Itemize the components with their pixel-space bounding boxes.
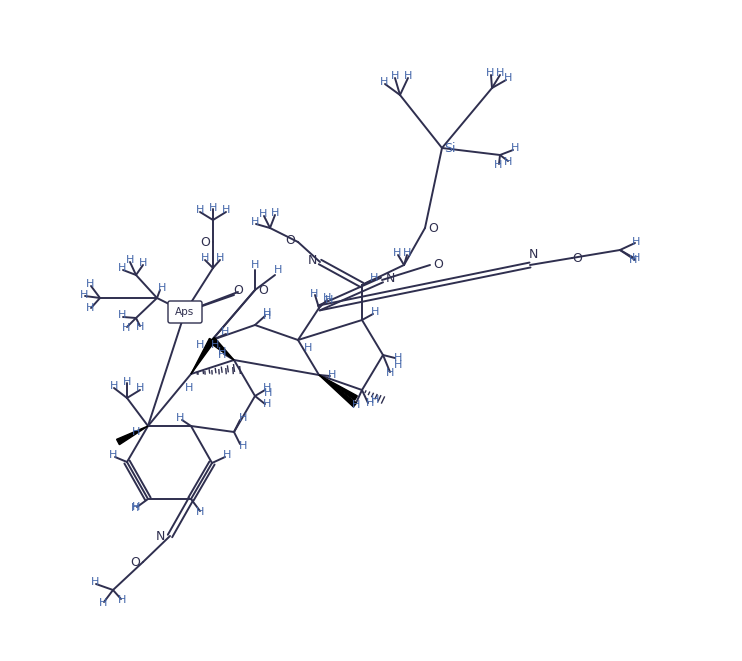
FancyBboxPatch shape <box>168 301 202 323</box>
Polygon shape <box>210 337 234 360</box>
Text: H: H <box>196 205 204 215</box>
Text: Si: Si <box>444 141 456 155</box>
Text: H: H <box>631 253 640 263</box>
Text: H: H <box>310 289 318 299</box>
Text: H: H <box>380 77 388 87</box>
Text: H: H <box>271 208 279 218</box>
Text: H: H <box>196 340 204 350</box>
Text: O: O <box>258 284 268 297</box>
Text: H: H <box>132 427 140 437</box>
Text: H: H <box>196 507 204 517</box>
Text: H: H <box>136 322 144 332</box>
Text: O: O <box>233 284 243 297</box>
Text: H: H <box>110 381 118 391</box>
Text: H: H <box>221 327 229 337</box>
Text: O: O <box>428 221 438 235</box>
Text: H: H <box>371 307 379 317</box>
Text: H: H <box>218 347 226 357</box>
Text: H: H <box>118 595 126 605</box>
Text: H: H <box>394 360 402 370</box>
Text: H: H <box>325 295 333 305</box>
Text: H: H <box>628 255 637 265</box>
Text: H: H <box>126 255 134 265</box>
Text: H: H <box>263 308 271 318</box>
Text: H: H <box>393 248 401 258</box>
Text: H: H <box>122 323 130 333</box>
Text: H: H <box>185 383 193 393</box>
Text: H: H <box>504 73 512 83</box>
Text: H: H <box>80 290 88 300</box>
Polygon shape <box>116 426 148 445</box>
Text: H: H <box>496 68 504 78</box>
Text: H: H <box>109 450 117 460</box>
Text: H: H <box>323 293 331 303</box>
Text: H: H <box>510 143 519 153</box>
Text: H: H <box>366 398 374 408</box>
Text: H: H <box>631 237 640 247</box>
Text: H: H <box>259 209 267 219</box>
Text: O: O <box>130 555 140 568</box>
Text: H: H <box>386 368 394 378</box>
Text: N: N <box>528 249 538 262</box>
Text: H: H <box>118 263 126 273</box>
Text: O: O <box>200 235 210 249</box>
Text: H: H <box>158 283 166 293</box>
Text: H: H <box>86 279 94 289</box>
Text: H: H <box>132 502 140 512</box>
Text: H: H <box>263 311 271 321</box>
Text: H: H <box>504 157 512 167</box>
Text: H: H <box>176 413 184 423</box>
Text: O: O <box>433 258 443 272</box>
Text: H: H <box>264 388 272 398</box>
Text: O: O <box>285 233 295 247</box>
Text: H: H <box>139 258 147 268</box>
Text: H: H <box>216 253 224 263</box>
Text: H: H <box>211 340 219 350</box>
Text: H: H <box>131 503 139 513</box>
Text: H: H <box>86 303 94 313</box>
Text: H: H <box>201 253 209 263</box>
Text: H: H <box>136 383 144 393</box>
Text: N: N <box>385 272 395 284</box>
Text: H: H <box>118 310 126 320</box>
Text: N: N <box>155 529 165 543</box>
Text: N: N <box>307 254 317 266</box>
Text: H: H <box>394 353 402 363</box>
Text: H: H <box>223 450 232 460</box>
Polygon shape <box>319 375 357 407</box>
Text: H: H <box>486 68 494 78</box>
Text: H: H <box>404 71 413 81</box>
Text: H: H <box>209 203 217 213</box>
Text: H: H <box>251 217 259 227</box>
Text: H: H <box>303 343 312 353</box>
Text: H: H <box>371 395 379 405</box>
Text: H: H <box>352 400 360 410</box>
Text: Aps: Aps <box>175 307 194 317</box>
Text: H: H <box>91 577 99 587</box>
Text: H: H <box>328 370 336 380</box>
Text: H: H <box>370 273 378 283</box>
Polygon shape <box>191 338 214 374</box>
Text: H: H <box>222 205 230 215</box>
Text: H: H <box>239 441 247 451</box>
Text: H: H <box>494 160 502 170</box>
Text: H: H <box>99 598 107 608</box>
Text: H: H <box>239 413 247 423</box>
Text: H: H <box>218 350 226 360</box>
Text: H: H <box>263 399 271 409</box>
Text: O: O <box>572 251 582 264</box>
Text: H: H <box>391 71 399 81</box>
Text: H: H <box>403 248 411 258</box>
Text: H: H <box>263 383 271 393</box>
Text: H: H <box>123 377 131 387</box>
Polygon shape <box>319 375 358 400</box>
Text: H: H <box>251 260 259 270</box>
Text: H: H <box>274 265 282 275</box>
